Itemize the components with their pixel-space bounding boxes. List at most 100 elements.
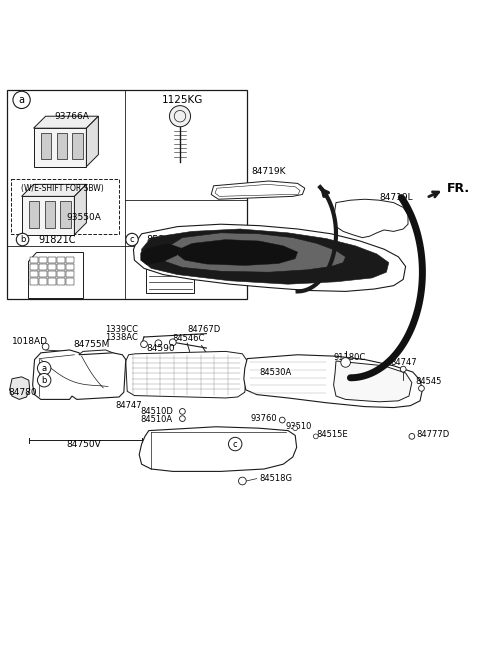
Polygon shape [10,377,30,399]
Bar [66,264,74,270]
Bar [66,271,74,278]
Text: 93760: 93760 [251,414,277,423]
Bar [66,257,74,263]
Text: 93550A: 93550A [67,213,101,222]
Polygon shape [211,181,305,200]
Bar [58,278,65,285]
Polygon shape [139,427,297,471]
Circle shape [180,416,185,421]
Circle shape [313,434,318,439]
Text: 85261C: 85261C [147,235,184,244]
Polygon shape [28,252,83,298]
Bar [39,278,47,285]
Circle shape [37,374,51,387]
Polygon shape [77,350,116,395]
Bar [60,201,71,227]
Polygon shape [161,233,346,272]
Bar [30,264,37,270]
Polygon shape [141,243,181,265]
Text: b: b [41,376,47,385]
Text: 84518G: 84518G [259,474,292,483]
Text: c: c [130,235,134,244]
Polygon shape [334,361,412,402]
Text: 93766A: 93766A [55,112,89,121]
Bar [48,264,56,270]
Text: 91821C: 91821C [39,235,76,244]
Text: 1338AC: 1338AC [105,333,138,343]
Bar [57,133,67,159]
Text: 1018AD: 1018AD [12,337,48,346]
Circle shape [42,343,49,350]
Polygon shape [33,350,126,399]
Bar [146,265,194,293]
Text: (W/E-SHIFT FOR SBW): (W/E-SHIFT FOR SBW) [21,184,104,192]
Bar [58,271,65,278]
Text: b: b [20,235,25,244]
Circle shape [37,361,51,375]
Polygon shape [142,229,389,284]
Bar [48,278,56,285]
Bar [66,278,74,285]
Bar [22,196,74,235]
Circle shape [13,91,30,109]
Bar [29,201,39,227]
Text: a: a [42,364,47,372]
Bar [7,90,247,298]
Text: FR.: FR. [447,182,470,195]
Circle shape [341,358,350,367]
Circle shape [169,339,176,346]
Circle shape [169,106,191,127]
Bar [158,253,182,266]
Text: c: c [233,439,238,448]
Text: 84530A: 84530A [260,367,292,376]
Polygon shape [215,185,300,196]
Text: 84719L: 84719L [379,193,413,202]
Circle shape [126,233,138,246]
Circle shape [239,477,246,485]
Text: 84780: 84780 [9,387,37,396]
Text: 93510: 93510 [286,422,312,431]
Circle shape [409,434,415,439]
Text: 84750V: 84750V [67,439,101,448]
Polygon shape [133,224,406,291]
Bar [39,257,47,263]
Bar [58,264,65,270]
Polygon shape [74,185,86,235]
Text: 84719K: 84719K [252,167,286,176]
Circle shape [174,111,186,122]
Bar [45,201,55,227]
Circle shape [293,426,298,430]
Bar [11,179,119,234]
Bar [41,133,51,159]
Bar [39,271,47,278]
Circle shape [155,340,162,346]
Polygon shape [86,116,98,166]
Text: a: a [19,95,24,105]
Text: 84545: 84545 [415,377,441,386]
Text: 1339CC: 1339CC [105,325,138,334]
Bar [30,278,37,285]
Bar [30,271,37,278]
Text: 84767D: 84767D [187,325,220,334]
Bar [48,271,56,278]
Bar [34,128,86,166]
Circle shape [141,341,147,348]
Text: 84755M: 84755M [73,340,109,348]
Text: 91180C: 91180C [333,353,366,362]
Polygon shape [177,240,298,265]
Text: 84590: 84590 [146,344,175,352]
Text: 84747: 84747 [391,358,418,367]
Polygon shape [126,352,247,398]
Bar [58,257,65,263]
Polygon shape [22,185,86,196]
Polygon shape [244,355,422,408]
Bar [39,264,47,270]
Bar [48,257,56,263]
Circle shape [400,367,406,372]
Bar [30,257,37,263]
Polygon shape [334,200,408,238]
Circle shape [180,408,185,414]
Circle shape [419,385,424,391]
Polygon shape [34,116,98,128]
Text: 84777D: 84777D [417,430,450,439]
